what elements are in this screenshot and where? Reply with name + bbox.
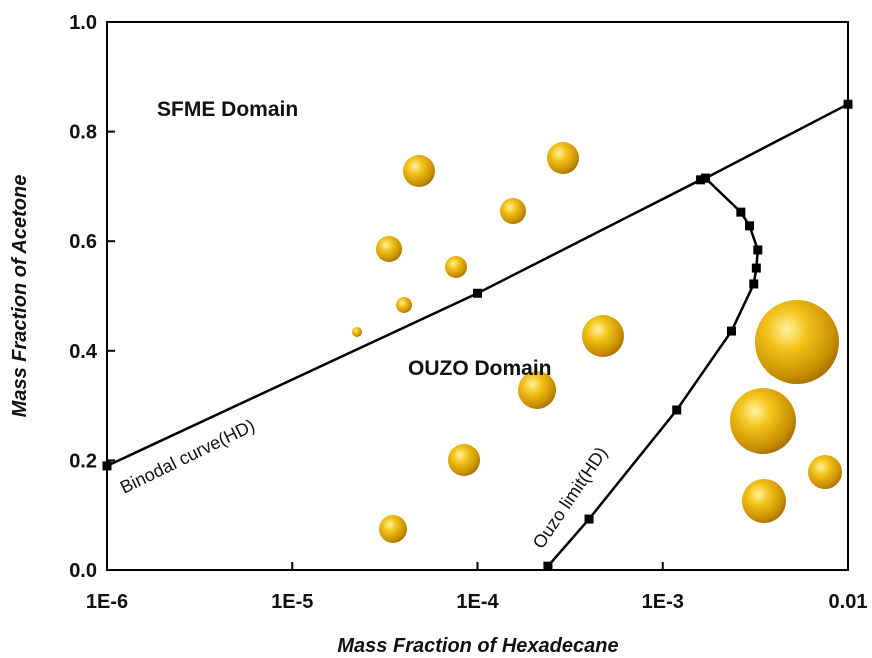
y-axis-title: Mass Fraction of Acetone xyxy=(9,175,31,418)
marker xyxy=(736,207,746,217)
marker xyxy=(843,99,853,109)
marker xyxy=(543,561,553,571)
droplets xyxy=(352,142,842,543)
y-tick-label: 0.6 xyxy=(69,231,97,253)
y-tick-label: 0.4 xyxy=(69,341,98,363)
x-tick-label: 1E-5 xyxy=(271,591,313,613)
marker xyxy=(753,245,763,255)
marker xyxy=(749,279,759,289)
marker xyxy=(473,288,482,298)
annotation: SFME Domain xyxy=(157,98,298,121)
y-tick-label: 0.0 xyxy=(69,560,97,582)
y-tick-label: 0.8 xyxy=(69,122,97,144)
series-line xyxy=(546,177,760,567)
x-tick-label: 0.01 xyxy=(829,591,868,613)
y-tick-label: 0.2 xyxy=(69,450,97,472)
marker xyxy=(700,173,710,183)
marker xyxy=(102,461,112,471)
x-axis-title: Mass Fraction of Hexadecane xyxy=(337,635,618,657)
y-tick-label: 1.0 xyxy=(69,12,97,34)
marker xyxy=(726,326,736,336)
marker xyxy=(584,514,594,524)
x-tick-label: 1E-3 xyxy=(642,591,684,613)
marker xyxy=(672,405,682,415)
annotation: OUZO Domain xyxy=(408,357,552,380)
x-tick-label: 1E-4 xyxy=(456,591,499,613)
x-tick-label: 1E-6 xyxy=(86,591,128,613)
marker xyxy=(751,263,761,273)
marker xyxy=(745,221,755,231)
annotation: Ouzo limit(HD) xyxy=(529,443,612,552)
marker xyxy=(696,175,706,185)
